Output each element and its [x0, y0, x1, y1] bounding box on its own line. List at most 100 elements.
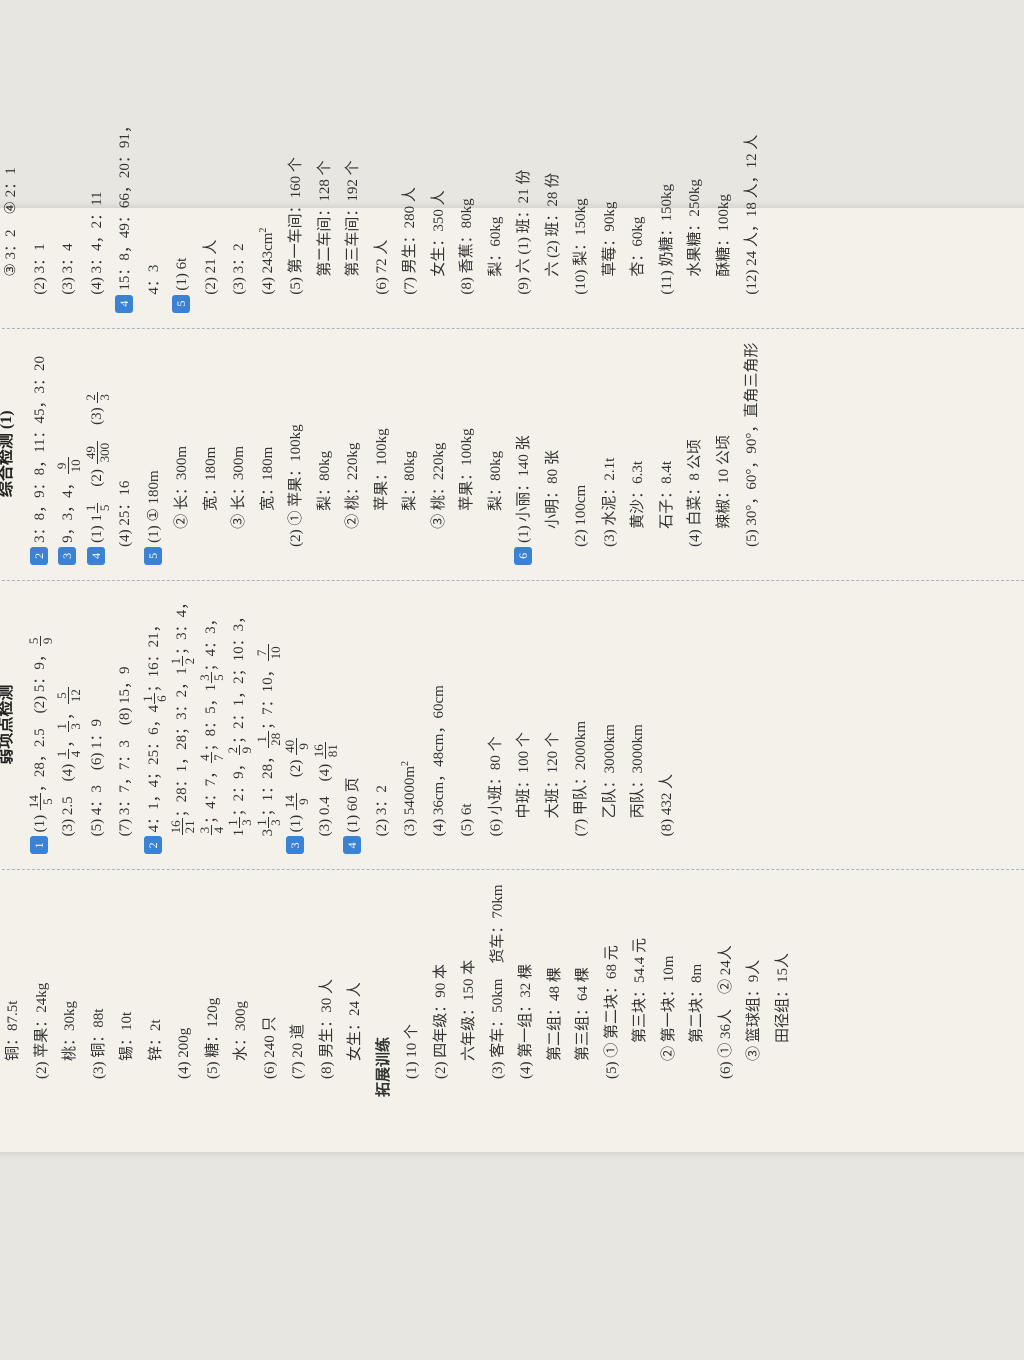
answer-line: (3) 3：2 — [225, 118, 254, 313]
answer-line: 24：1，4；25：6，416；16：21， — [140, 595, 169, 855]
answer-line: ③ 长：300m — [225, 343, 254, 565]
answer-line: (5) 4：3 (6) 1：9 — [83, 595, 112, 855]
answer-line: 4(1) 60 页 — [339, 595, 368, 855]
answer-line: (2) 3：2 — [368, 595, 397, 855]
answer-line: 第二块：8m — [683, 884, 712, 1097]
answer-line: (1) 10 个 — [398, 884, 427, 1097]
answer-line: (2) ① 苹果：100kg — [282, 343, 311, 565]
answer-line: 415：8，49：66，20：91， — [111, 118, 140, 313]
answer-line: 113；2：9，29；2：1，2；10：3， — [225, 595, 254, 855]
page: 比的应用 强化训练 (1) 锌：37.5t 铜：87.5t (2) 苹果：24k… — [0, 208, 1024, 1152]
answer-line: (8) 男生：30 人 — [313, 884, 342, 1097]
answer-line: 3(1) 149 (2) 409 — [282, 595, 311, 855]
answer-line: 杏：60kg — [624, 118, 653, 313]
answer-line: 4(1) 115 (2) 49300 (3) 23 — [83, 343, 112, 565]
answer-line: 女生：24 人 — [341, 884, 370, 1097]
answer-line: 34；4：7，47；8：5，135；4：3， — [197, 595, 226, 855]
answer-line: (2) 四年级：90 本 — [427, 884, 456, 1097]
answer-line: (3) 2.5 (4) 14，13，512 — [54, 595, 83, 855]
answer-line: 六年级：150 本 — [455, 884, 484, 1097]
answer-line: 第三组：64 棵 — [569, 884, 598, 1097]
answer-line: (2) 100cm — [567, 343, 596, 565]
answer-line: (3) 54000m2 — [396, 595, 425, 855]
answer-line: (6) 240 只 — [256, 884, 285, 1097]
answer-line: 苹果：100kg — [453, 343, 482, 565]
answer-line: (8) 香蕉：80kg — [453, 118, 482, 313]
answer-line: (8) 432 人 — [653, 595, 682, 855]
number-badge: 6 — [514, 547, 532, 565]
answer-line: (2) 21 人 — [197, 118, 226, 313]
answer-line: 宽：180m — [197, 343, 226, 565]
answer-line: 苹果：100kg — [368, 343, 397, 565]
column-1: 比的应用 强化训练 (1) 锌：37.5t 铜：87.5t (2) 苹果：24k… — [0, 869, 1024, 1112]
answer-line: 石子：8.4t — [653, 343, 682, 565]
answer-line: 第二车间：128 个 — [311, 118, 340, 313]
answer-line: 田径组：15人 — [769, 884, 798, 1097]
answer-line: (12) 24 人，18 人，12 人 — [738, 118, 767, 313]
number-badge: 4 — [87, 547, 105, 565]
column-3: (9) (1) 班：80 棵 (2) 班：64 棵 (3) 班：96 棵 综合检… — [0, 328, 1024, 580]
answer-line: (6) 小班：80 个 — [482, 595, 511, 855]
answer-line: 5(1) 6t — [168, 118, 197, 313]
answer-line: (4) 243cm2 — [254, 118, 283, 313]
answer-line: (3) 铜：88t — [85, 884, 114, 1097]
answer-line: (2) 苹果：24kg — [28, 884, 57, 1097]
answer-line: (5) ① 第二块：68 元 — [598, 884, 627, 1097]
content-area: 比的应用 强化训练 (1) 锌：37.5t 铜：87.5t (2) 苹果：24k… — [0, 248, 1024, 1112]
answer-line: ③ 桃：220kg — [425, 343, 454, 565]
answer-line: 桃：30kg — [56, 884, 85, 1097]
number-badge: 3 — [286, 836, 304, 854]
answer-line: 6(1) 小丽：140 张 — [510, 343, 539, 565]
answer-line: 女生：350 人 — [425, 118, 454, 313]
number-badge: 5 — [172, 295, 190, 313]
answer-line: 梨：80kg — [311, 343, 340, 565]
answer-line: (3) 0.4 (4) 1681 — [311, 595, 340, 855]
answer-line: 水果糖：250kg — [681, 118, 710, 313]
column-4: (6) 135m2 综合检测 (2) 2(1) ① 2：3 ② 3：4 ③ 3：… — [0, 103, 1024, 328]
answer-line: (4) 第一组：32 棵 — [512, 884, 541, 1097]
answer-line: (4) 200g — [170, 884, 199, 1097]
answer-line: (11) 奶糖：150kg — [653, 118, 682, 313]
answer-line: (9) 六 (1) 班：21 份 — [510, 118, 539, 313]
answer-line: 丙队：3000km — [624, 595, 653, 855]
answer-line: 4：3 — [140, 118, 169, 313]
answer-line: (7) 20 道 — [284, 884, 313, 1097]
subsection-label: 拓展训练 — [370, 884, 399, 1097]
answer-line: ② 长：300m — [168, 343, 197, 565]
answer-line: (7) 男生：280 人 — [396, 118, 425, 313]
answer-line: 草莓：90kg — [596, 118, 625, 313]
answer-line: 313；1：28，128；7：10，710 — [254, 595, 283, 855]
answer-line: (4) 白菜：8 公顷 — [681, 343, 710, 565]
answer-line: 锌：2t — [142, 884, 171, 1097]
column-2: (7) ① 90 本 ② 六 (1) 班：24 本 六 (2) 班：30 本 弱… — [0, 580, 1024, 870]
answer-line: 宽：180m — [254, 343, 283, 565]
answer-line: (5) 30°，60°，90°，直角三角形 — [738, 343, 767, 565]
answer-line: 小明：80 张 — [539, 343, 568, 565]
answer-line: (5) 糖：120g — [199, 884, 228, 1097]
answer-line: 梨：80kg — [482, 343, 511, 565]
answer-line: (6) 72 人 — [368, 118, 397, 313]
answer-line: (4) 25：16 — [111, 343, 140, 565]
answer-line: 1621；28：1，28；3：2，112；3：4， — [168, 595, 197, 855]
answer-line: 大班：120 个 — [539, 595, 568, 855]
number-badge: 4 — [115, 295, 133, 313]
answer-line: 乙队：3000km — [596, 595, 625, 855]
answer-line: 六 (2) 班：28 份 — [539, 118, 568, 313]
answer-line: (4) 3：4，2：11 — [83, 118, 112, 313]
answer-line: 黄沙：6.3t — [624, 343, 653, 565]
number-badge: 2 — [144, 836, 162, 854]
answer-line: (6) ① 36人 ② 24人 — [712, 884, 741, 1097]
number-badge: 1 — [30, 836, 48, 854]
answer-line: 中班：100 个 — [510, 595, 539, 855]
answer-line: 锡：10t — [113, 884, 142, 1097]
answer-line: 第三车间：192 个 — [339, 118, 368, 313]
answer-line: (3) 3：4 — [54, 118, 83, 313]
section-title: 综合检测 (1) — [0, 343, 22, 565]
section-title: 弱项点检测 — [0, 595, 22, 855]
answer-line: 铜：87.5t — [0, 884, 28, 1097]
answer-line: 1(1) 145，28，2.5 (2) 5：9，59 — [26, 595, 55, 855]
answer-line: 水：300g — [227, 884, 256, 1097]
number-badge: 2 — [30, 547, 48, 565]
answer-line: 5(1) ① 180m — [140, 343, 169, 565]
answer-line: 第三块：54.4 元 — [626, 884, 655, 1097]
